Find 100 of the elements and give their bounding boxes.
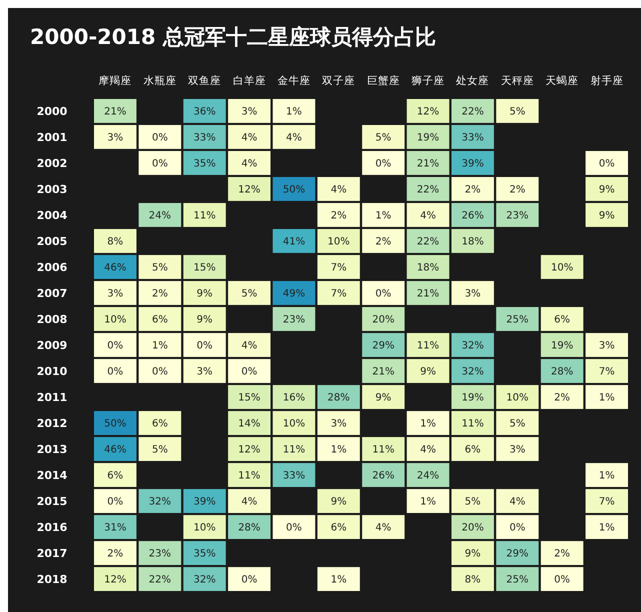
data-label: 0% [107, 366, 124, 378]
y-tick-label: 2006 [36, 260, 68, 274]
data-label: 0% [152, 132, 168, 144]
data-label: 0% [375, 288, 392, 300]
y-tick-label: 2013 [36, 442, 68, 456]
data-label: 14% [238, 418, 260, 430]
x-tick-label: 巨蟹座 [366, 74, 400, 87]
data-label: 9% [375, 392, 392, 404]
data-label: 10% [328, 236, 350, 248]
y-tick-label: 2009 [36, 338, 68, 352]
x-tick-label: 白羊座 [232, 74, 266, 87]
data-label: 6% [152, 314, 168, 326]
data-label: 12% [416, 106, 440, 118]
data-label: 9% [598, 184, 615, 196]
y-tick-label: 2001 [36, 130, 68, 144]
data-label: 28% [550, 366, 574, 378]
data-label: 7% [598, 496, 615, 508]
data-label: 5% [375, 132, 392, 144]
data-label: 0% [196, 340, 213, 352]
data-label: 24% [416, 470, 440, 482]
x-tick-label: 天蝎座 [546, 74, 579, 87]
data-label: 1% [420, 418, 436, 430]
y-tick-label: 2016 [36, 520, 68, 534]
data-label: 4% [241, 496, 258, 508]
data-label: 11% [238, 470, 260, 482]
data-label: 15% [193, 262, 216, 274]
data-label: 36% [193, 106, 216, 118]
data-label: 11% [372, 444, 394, 456]
data-label: 9% [464, 548, 481, 560]
data-label: 2% [554, 392, 570, 404]
data-label: 0% [241, 366, 258, 378]
y-tick-label: 2002 [36, 156, 68, 170]
data-label: 5% [464, 496, 481, 508]
data-label: 11% [462, 418, 484, 430]
data-label: 4% [241, 132, 258, 144]
data-label: 9% [330, 496, 347, 508]
data-label: 32% [148, 496, 172, 508]
data-label: 3% [330, 418, 347, 430]
data-label: 7% [330, 262, 347, 274]
x-tick-label: 金牛座 [277, 74, 310, 87]
data-label: 23% [282, 314, 306, 326]
data-label: 6% [107, 470, 124, 482]
data-label: 2% [509, 184, 526, 196]
data-label: 26% [462, 210, 484, 222]
y-tick-label: 2003 [36, 182, 68, 196]
data-label: 0% [152, 366, 168, 378]
data-label: 4% [241, 158, 258, 170]
data-label: 32% [462, 366, 484, 378]
data-label: 4% [286, 132, 302, 144]
x-tick-label: 水瓶座 [143, 74, 176, 87]
data-label: 3% [241, 106, 258, 118]
data-label: 8% [464, 574, 481, 586]
data-label: 4% [375, 522, 392, 534]
data-label: 39% [462, 158, 484, 170]
data-label: 0% [152, 158, 168, 170]
data-label: 5% [241, 288, 258, 300]
data-label: 28% [328, 392, 350, 404]
data-label: 21% [416, 158, 440, 170]
data-label: 0% [107, 496, 124, 508]
data-label: 19% [550, 340, 574, 352]
data-label: 18% [416, 262, 440, 274]
data-label: 3% [509, 444, 526, 456]
y-tick-label: 2010 [36, 364, 68, 378]
data-label: 50% [282, 184, 306, 196]
data-label: 26% [372, 470, 394, 482]
data-label: 33% [462, 132, 484, 144]
data-label: 1% [420, 496, 436, 508]
y-tick-label: 2004 [36, 208, 68, 222]
data-label: 25% [506, 574, 529, 586]
data-label: 0% [241, 574, 258, 586]
data-label: 1% [598, 522, 615, 534]
data-label: 20% [372, 314, 394, 326]
data-label: 5% [509, 418, 526, 430]
data-label: 23% [148, 548, 172, 560]
data-label: 3% [107, 288, 124, 300]
data-label: 32% [193, 574, 216, 586]
data-label: 1% [598, 470, 615, 482]
data-label: 50% [104, 418, 126, 430]
data-label: 19% [416, 132, 440, 144]
data-label: 10% [550, 262, 574, 274]
data-label: 1% [330, 574, 347, 586]
data-label: 22% [148, 574, 172, 586]
data-label: 3% [107, 132, 124, 144]
data-label: 21% [104, 106, 126, 118]
data-label: 2% [152, 288, 168, 300]
data-label: 7% [330, 288, 347, 300]
data-label: 32% [462, 340, 484, 352]
data-label: 35% [193, 548, 216, 560]
data-label: 46% [104, 444, 126, 456]
chart-title: 2000-2018 总冠军十二星座球员得分占比 [30, 25, 436, 49]
data-label: 22% [416, 236, 440, 248]
data-label: 4% [420, 444, 436, 456]
data-label: 22% [416, 184, 440, 196]
data-label: 19% [462, 392, 484, 404]
data-label: 10% [104, 314, 126, 326]
data-label: 1% [598, 392, 615, 404]
data-label: 2% [464, 184, 481, 196]
y-tick-label: 2018 [36, 572, 68, 586]
y-tick-label: 2014 [36, 468, 68, 482]
data-label: 11% [193, 210, 216, 222]
